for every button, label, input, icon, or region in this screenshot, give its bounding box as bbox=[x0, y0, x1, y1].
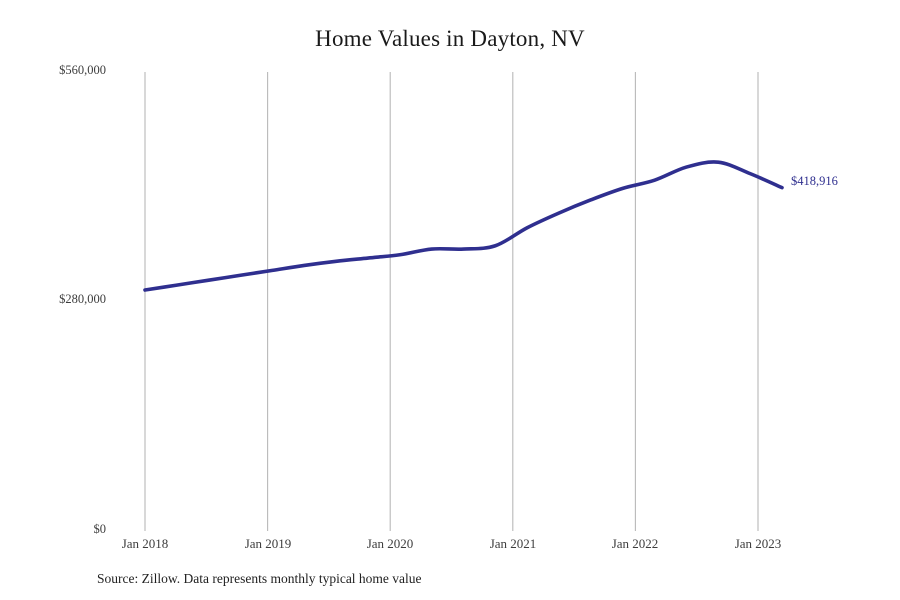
gridlines bbox=[144, 72, 759, 531]
x-tick-label-jan-2020: Jan 2020 bbox=[366, 536, 414, 551]
chart-title: Home Values in Dayton, NV bbox=[315, 26, 585, 51]
x-tick-label-jan-2021: Jan 2021 bbox=[489, 536, 537, 551]
source-note: Source: Zillow. Data represents monthly … bbox=[97, 571, 422, 586]
x-tick-label-jan-2018: Jan 2018 bbox=[121, 536, 169, 551]
endpoint-value-label: $418,916 bbox=[791, 174, 838, 188]
y-tick-label-bottom: $0 bbox=[93, 522, 107, 536]
x-tick-label-jan-2023: Jan 2023 bbox=[734, 536, 782, 551]
x-tick-label-jan-2022: Jan 2022 bbox=[611, 536, 659, 551]
x-tick-label-jan-2019: Jan 2019 bbox=[244, 536, 292, 551]
data-series-line bbox=[143, 160, 784, 292]
y-tick-label-mid: $280,000 bbox=[59, 292, 106, 306]
y-tick-label-top: $560,000 bbox=[59, 63, 106, 77]
